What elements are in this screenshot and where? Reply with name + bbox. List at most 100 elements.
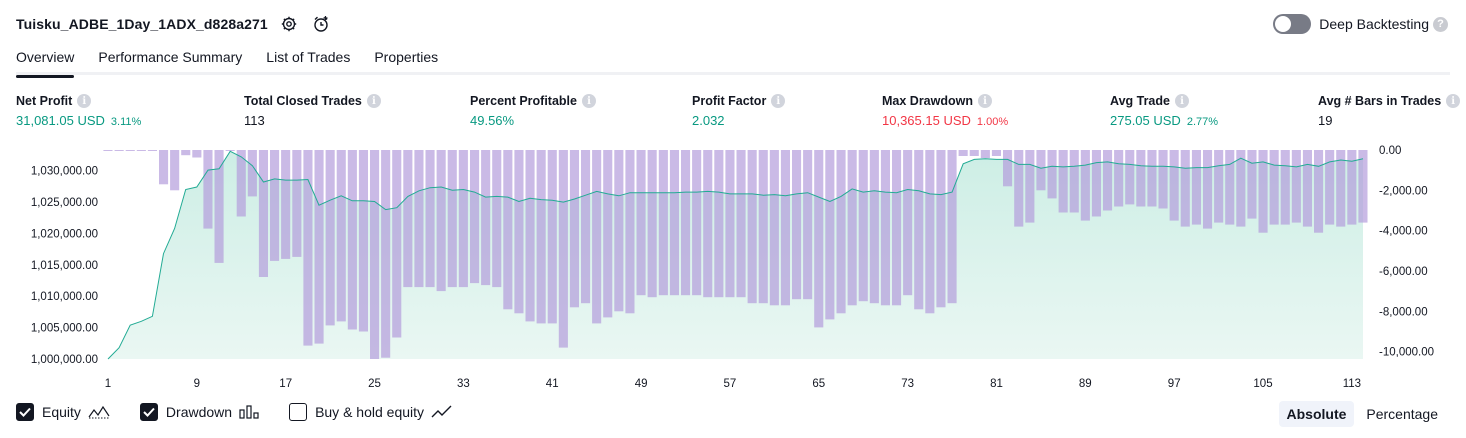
drawdown-bar <box>1169 150 1179 221</box>
equity-drawdown-chart: 1,000,000.00 1,005,000.00 1,010,000.00 1,01… <box>31 145 1434 390</box>
y-left-tick-label: 1,030,000.00 <box>31 166 98 178</box>
x-tick-label: 97 <box>1168 378 1181 390</box>
drawdown-bar <box>581 150 591 304</box>
drawdown-bar <box>1158 150 1168 209</box>
drawdown-bar <box>647 150 657 298</box>
tab-properties[interactable]: Properties <box>374 49 439 65</box>
info-icon[interactable]: i <box>771 94 786 108</box>
drawdown-bar <box>958 150 968 156</box>
y-right-tick-label: 0.00 <box>1379 145 1401 157</box>
drawdown-bar <box>1125 150 1135 205</box>
drawdown-checkbox[interactable] <box>139 403 158 421</box>
y-left-tick-label: 1,010,000.00 <box>31 291 98 303</box>
drawdown-bar <box>969 150 979 156</box>
percentage-button[interactable]: Percentage <box>1366 406 1438 422</box>
drawdown-bar <box>492 150 502 288</box>
drawdown-bar <box>1091 150 1101 217</box>
drawdown-bar <box>159 150 169 185</box>
drawdown-bar <box>303 150 313 346</box>
equity-line-icon <box>88 405 110 419</box>
metric-percent: 1.00% <box>976 116 1009 128</box>
strategy-name: Tuisku_ADBE_1Day_1ADX_d828a271 <box>16 16 268 32</box>
metric-label: Percent Profitable <box>470 94 577 108</box>
drawdown-bar <box>314 150 324 344</box>
metric-max-drawdown: Max Drawdown i 10,365.15 USD 1.00% <box>882 93 1008 128</box>
tab-overview[interactable]: Overview <box>16 47 75 78</box>
metric-value: 113 <box>244 113 265 128</box>
help-icon[interactable]: ? <box>1433 16 1448 32</box>
tab-list-of-trades[interactable]: List of Trades <box>266 49 351 65</box>
drawdown-bar <box>1203 150 1213 229</box>
metric-label: Net Profit <box>16 94 73 108</box>
drawdown-bar <box>547 150 557 324</box>
equity-checkbox[interactable] <box>16 403 34 421</box>
legend-equity[interactable]: Equity <box>16 403 110 421</box>
drawdown-bar <box>669 150 679 296</box>
drawdown-bar <box>514 150 524 314</box>
drawdown-bar <box>847 150 857 306</box>
info-icon[interactable]: i <box>1446 94 1461 108</box>
metric-avg-bars-in-trades: Avg # Bars in Trades i 19 <box>1318 93 1461 128</box>
x-tick-label: 25 <box>368 378 381 390</box>
add-alert-icon[interactable] <box>310 13 332 35</box>
tab-performance-summary[interactable]: Performance Summary <box>98 49 243 65</box>
drawdown-bar <box>292 150 302 257</box>
deep-backtesting-label: Deep Backtesting <box>1319 16 1429 32</box>
value-mode-switch: Absolute Percentage <box>1275 401 1447 427</box>
drawdown-bar <box>1103 150 1113 211</box>
drawdown-bar <box>1191 150 1201 225</box>
metric-label: Avg # Bars in Trades <box>1318 94 1442 108</box>
drawdown-bar <box>458 150 468 288</box>
drawdown-bar <box>1058 150 1068 213</box>
x-tick-label: 89 <box>1079 378 1092 390</box>
legend-buy-hold-equity[interactable]: Buy & hold equity <box>289 403 453 421</box>
drawdown-bar <box>214 150 224 263</box>
drawdown-bar <box>1358 150 1368 223</box>
drawdown-bar <box>1269 150 1279 225</box>
metric-label: Avg Trade <box>1110 94 1170 108</box>
x-tick-label: 17 <box>279 378 292 390</box>
metric-value: 10,365.15 USD <box>882 113 971 128</box>
metric-label: Max Drawdown <box>882 94 973 108</box>
drawdown-bar <box>403 150 413 288</box>
info-icon[interactable]: i <box>77 94 92 108</box>
info-icon[interactable]: i <box>581 94 596 108</box>
legend-drawdown[interactable]: Drawdown <box>139 403 259 421</box>
drawdown-bar <box>1280 150 1290 225</box>
drawdown-bar <box>980 150 990 159</box>
drawdown-bar <box>1325 150 1335 225</box>
drawdown-bar <box>325 150 335 326</box>
x-tick-label: 41 <box>546 378 559 390</box>
absolute-button[interactable]: Absolute <box>1278 401 1355 427</box>
drawdown-bar <box>869 150 879 304</box>
drawdown-bar <box>747 150 757 304</box>
drawdown-bar <box>736 150 746 298</box>
metric-value: 31,081.05 USD <box>16 113 105 128</box>
drawdown-bar <box>903 150 913 296</box>
info-icon[interactable]: i <box>366 94 381 108</box>
metric-value: 19 <box>1318 113 1333 128</box>
settings-gear-icon[interactable] <box>278 13 300 35</box>
drawdown-bar <box>1214 150 1224 223</box>
deep-backtesting-toggle[interactable] <box>1273 14 1312 34</box>
info-icon[interactable]: i <box>1174 94 1189 108</box>
drawdown-bar <box>181 150 191 156</box>
metric-value: 275.05 USD <box>1110 113 1181 128</box>
drawdown-bar <box>225 150 235 151</box>
drawdown-bar <box>1225 150 1235 225</box>
drawdown-bar <box>392 150 402 338</box>
y-left-tick-label: 1,015,000.00 <box>31 260 98 272</box>
metric-value: 2.032 <box>692 113 725 128</box>
info-icon[interactable]: i <box>978 94 992 108</box>
drawdown-bar <box>258 150 268 277</box>
buy-hold-checkbox[interactable] <box>289 403 308 421</box>
drawdown-bar <box>381 150 391 358</box>
drawdown-bar <box>192 150 202 158</box>
drawdown-bar <box>725 150 735 298</box>
drawdown-bar <box>780 150 790 306</box>
chart-legend: Equity Drawdown Buy & hold equity <box>16 403 483 421</box>
drawdown-bar <box>1291 150 1301 223</box>
drawdown-bar <box>703 150 713 298</box>
x-tick-label: 113 <box>1343 378 1361 390</box>
drawdown-bar <box>470 150 480 284</box>
